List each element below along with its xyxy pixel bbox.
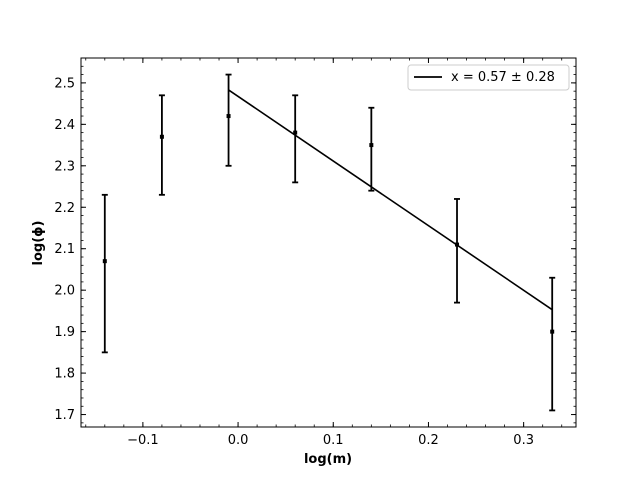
y-tick-label: 1.9 <box>54 325 75 340</box>
y-tick-label: 2.0 <box>54 284 75 299</box>
x-tick-label: −0.1 <box>127 433 159 448</box>
data-point <box>102 259 107 264</box>
y-tick-label: 1.8 <box>54 367 75 382</box>
plot-area <box>80 57 577 428</box>
data-point <box>550 329 555 334</box>
legend-label: x = 0.57 ± 0.28 <box>451 70 555 85</box>
y-tick-label: 2.1 <box>54 242 75 257</box>
y-tick-label: 1.7 <box>54 408 75 423</box>
fit-line <box>228 89 553 311</box>
data-point <box>293 130 298 135</box>
y-tick-label: 2.5 <box>54 76 75 91</box>
y-tick-label: 2.3 <box>54 159 75 174</box>
x-tick-label: 0.0 <box>228 433 249 448</box>
y-axis-ticks: 1.7 1.8 1.9 2.0 2.1 2.2 2.3 2.4 2.5 <box>54 57 576 424</box>
legend-box <box>407 64 570 91</box>
y-tick-label: 2.2 <box>54 201 75 216</box>
y-axis-label: log(ϕ) <box>31 221 46 266</box>
legend: x = 0.57 ± 0.28 <box>407 64 570 91</box>
x-tick-label: 0.2 <box>418 433 439 448</box>
data-point <box>159 134 164 139</box>
x-tick-label: 0.1 <box>323 433 344 448</box>
x-axis-ticks: −0.1 0.0 0.1 0.2 0.3 <box>85 58 563 448</box>
x-axis-label: log(m) <box>304 452 352 467</box>
data-point <box>226 114 231 119</box>
errorbar-series <box>101 73 556 412</box>
data-point <box>369 143 374 148</box>
x-tick-label: 0.3 <box>513 433 534 448</box>
y-tick-label: 2.4 <box>54 118 75 133</box>
fit-line-series <box>228 89 553 311</box>
